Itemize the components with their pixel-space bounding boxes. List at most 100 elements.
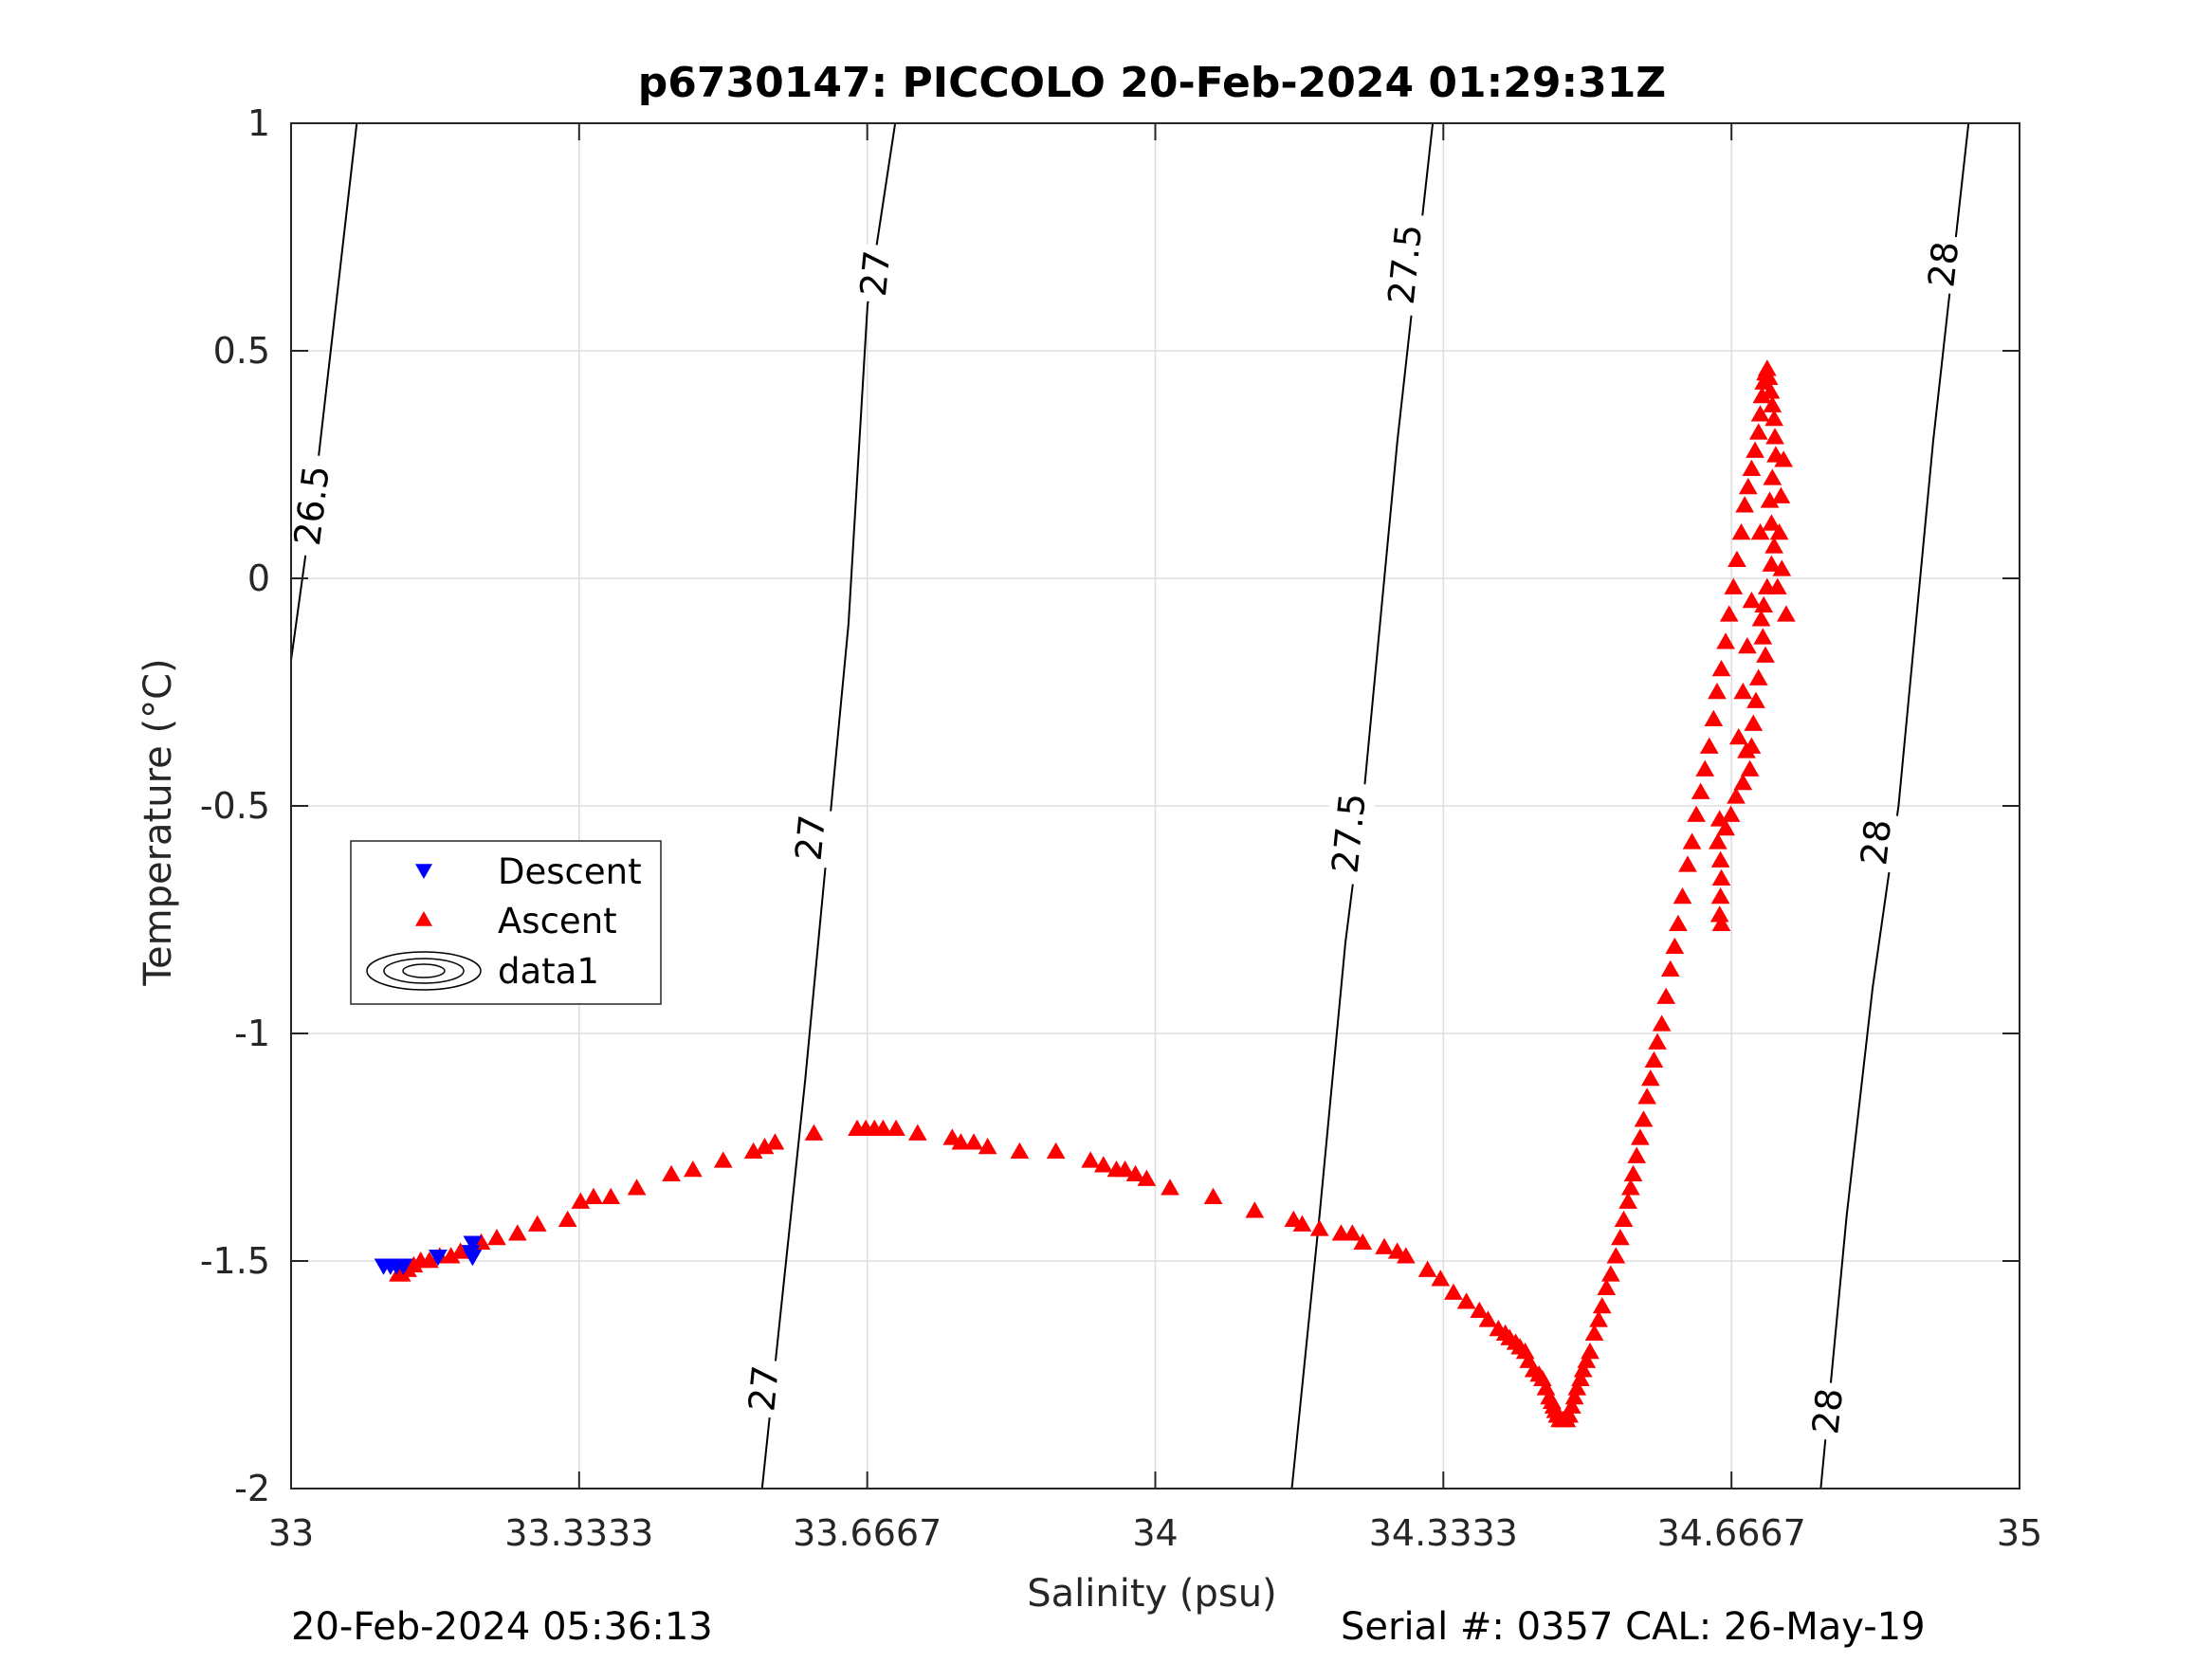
ascent-point xyxy=(1331,1224,1351,1241)
ascent-point xyxy=(1567,1379,1587,1396)
svg-text:28: 28 xyxy=(1920,239,1966,289)
ascent-point xyxy=(1711,659,1731,677)
ascent-point xyxy=(804,1124,824,1141)
ascent-point xyxy=(1581,1342,1600,1360)
ascent-point xyxy=(1396,1247,1416,1264)
x-tick-label: 33 xyxy=(268,1512,314,1554)
ascent-point xyxy=(1648,1033,1667,1050)
ascent-point xyxy=(1343,1224,1362,1241)
ascent-point xyxy=(1387,1242,1407,1259)
ascent-point xyxy=(1125,1164,1145,1182)
ascent-point xyxy=(1577,1351,1597,1368)
svg-text:27: 27 xyxy=(852,248,898,298)
ascent-point xyxy=(1560,1406,1579,1423)
ascent-point xyxy=(1634,1110,1654,1127)
ascent-point xyxy=(1710,850,1730,868)
footer-serial-cal: Serial #: 0357 CAL: 26-May-19 xyxy=(1341,1605,1926,1649)
ascent-point xyxy=(1764,537,1783,554)
ascent-point xyxy=(951,1133,971,1150)
svg-text:28: 28 xyxy=(1804,1386,1851,1436)
ascent-point xyxy=(1665,937,1685,955)
ascent-point xyxy=(527,1215,547,1232)
ascent-point xyxy=(1762,514,1782,531)
ascent-point xyxy=(1478,1310,1498,1327)
ascent-point xyxy=(1709,832,1728,850)
contour-label-28: 28 xyxy=(1850,811,1902,873)
ascent-point xyxy=(1777,605,1796,622)
ascent-point xyxy=(1763,468,1782,485)
ascent-point xyxy=(1750,405,1770,422)
ascent-point xyxy=(1627,1146,1647,1163)
chart-title: p6730147: PICCOLO 20-Feb-2024 01:29:31Z xyxy=(638,59,1666,107)
ascent-point xyxy=(1115,1160,1135,1178)
y-tick-label: 0 xyxy=(247,557,270,599)
ascent-point xyxy=(907,1124,927,1141)
ascent-point xyxy=(1623,1164,1643,1182)
density-contours: 26.5 27 27 27 27.5 27.5 28 28 28 xyxy=(283,122,1970,1489)
legend-ascent-label: Ascent xyxy=(498,901,617,941)
y-axis-label: Temperature (°C) xyxy=(137,658,180,986)
contour-label-27.5: 27.5 xyxy=(1321,780,1377,886)
ascent-point xyxy=(978,1137,997,1155)
contour-label-28: 28 xyxy=(1917,233,1969,296)
ascent-point xyxy=(1731,522,1751,540)
legend-descent-marker xyxy=(415,864,432,879)
ascent-point xyxy=(1733,773,1753,791)
x-tick-label: 33.3333 xyxy=(504,1512,653,1554)
ascent-point xyxy=(1456,1292,1476,1309)
legend: Descent Ascent data1 xyxy=(350,840,662,1005)
ascent-point xyxy=(571,1192,591,1209)
ascent-point xyxy=(1742,459,1762,477)
ascent-point xyxy=(1737,741,1756,758)
ascent-point xyxy=(873,1119,893,1137)
ascent-point xyxy=(1678,855,1697,872)
contour-label-27: 27 xyxy=(738,1358,790,1419)
contour-line-28 xyxy=(1819,122,1970,1489)
ascent-point xyxy=(627,1179,647,1196)
ascent-point xyxy=(1644,1051,1664,1069)
svg-text:26.5: 26.5 xyxy=(286,464,338,548)
ascent-point xyxy=(1753,628,1773,645)
ascent-point xyxy=(1728,550,1746,568)
x-axis-label: Salinity (psu) xyxy=(1027,1572,1276,1616)
svg-text:27.5: 27.5 xyxy=(1324,791,1373,875)
ascent-point xyxy=(1682,832,1702,850)
ascent-point xyxy=(1704,709,1724,727)
ascent-point xyxy=(1161,1179,1179,1196)
svg-text:27: 27 xyxy=(788,813,833,862)
ascent-point xyxy=(662,1164,681,1182)
ascent-point xyxy=(487,1228,506,1246)
y-tick-label: -1 xyxy=(234,1013,270,1054)
ascent-point xyxy=(1771,486,1791,503)
contour-label-27: 27 xyxy=(850,243,901,304)
svg-text:27: 27 xyxy=(740,1363,786,1413)
ascent-point xyxy=(1759,368,1779,386)
ascent-point xyxy=(1081,1151,1100,1168)
ascent-point xyxy=(1746,691,1765,708)
contour-label-27.5: 27.5 xyxy=(1377,211,1434,317)
series-ascent xyxy=(389,359,1796,1428)
ascent-point xyxy=(1769,522,1789,540)
data-series xyxy=(374,359,1796,1428)
legend-data1-label: data1 xyxy=(498,951,599,992)
ascent-point xyxy=(1761,382,1781,399)
y-tick-label: -1.5 xyxy=(200,1240,270,1282)
ascent-point xyxy=(1245,1201,1265,1218)
ascent-point xyxy=(1710,886,1730,905)
ascent-point xyxy=(1738,477,1758,495)
ascent-point xyxy=(1708,682,1727,700)
y-tick-label: 0.5 xyxy=(213,330,270,372)
svg-text:28: 28 xyxy=(1853,817,1899,868)
ascent-point xyxy=(1137,1169,1157,1186)
ascent-point xyxy=(1748,423,1768,440)
ascent-point xyxy=(1614,1210,1634,1228)
ascent-point xyxy=(713,1151,733,1168)
ascent-point xyxy=(1620,1179,1640,1196)
ascent-point xyxy=(1711,914,1731,932)
descent-point xyxy=(463,1235,483,1252)
ascent-point xyxy=(507,1224,527,1241)
ascent-point xyxy=(1767,577,1787,594)
ascent-point xyxy=(1673,886,1692,905)
ascent-point xyxy=(683,1160,703,1178)
